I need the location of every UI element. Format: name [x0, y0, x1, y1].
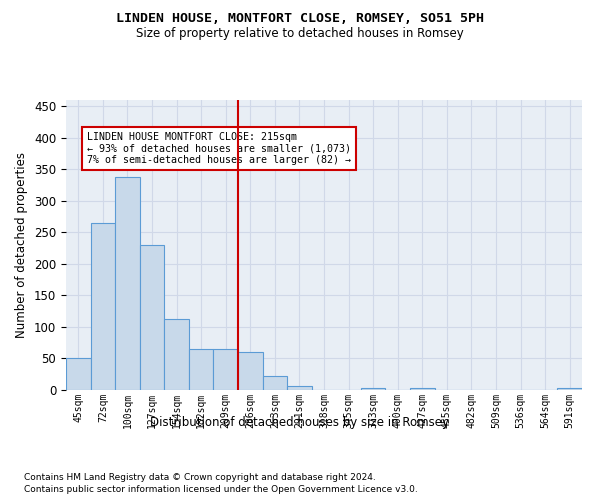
Text: Distribution of detached houses by size in Romsey: Distribution of detached houses by size … [151, 416, 449, 429]
Text: Contains HM Land Registry data © Crown copyright and database right 2024.: Contains HM Land Registry data © Crown c… [24, 472, 376, 482]
Text: Size of property relative to detached houses in Romsey: Size of property relative to detached ho… [136, 28, 464, 40]
Bar [557, 388, 582, 390]
Bar [164, 320, 189, 390]
Bar [140, 245, 164, 390]
Bar [410, 388, 434, 390]
Bar [66, 358, 91, 390]
Bar [238, 352, 263, 390]
Bar [214, 349, 238, 390]
Bar [189, 349, 214, 390]
Bar [287, 386, 312, 390]
Bar [91, 223, 115, 390]
Bar [361, 388, 385, 390]
Text: Contains public sector information licensed under the Open Government Licence v3: Contains public sector information licen… [24, 485, 418, 494]
Text: LINDEN HOUSE, MONTFORT CLOSE, ROMSEY, SO51 5PH: LINDEN HOUSE, MONTFORT CLOSE, ROMSEY, SO… [116, 12, 484, 26]
Y-axis label: Number of detached properties: Number of detached properties [16, 152, 28, 338]
Bar [115, 177, 140, 390]
Bar [263, 376, 287, 390]
Text: LINDEN HOUSE MONTFORT CLOSE: 215sqm
← 93% of detached houses are smaller (1,073): LINDEN HOUSE MONTFORT CLOSE: 215sqm ← 93… [86, 132, 350, 165]
